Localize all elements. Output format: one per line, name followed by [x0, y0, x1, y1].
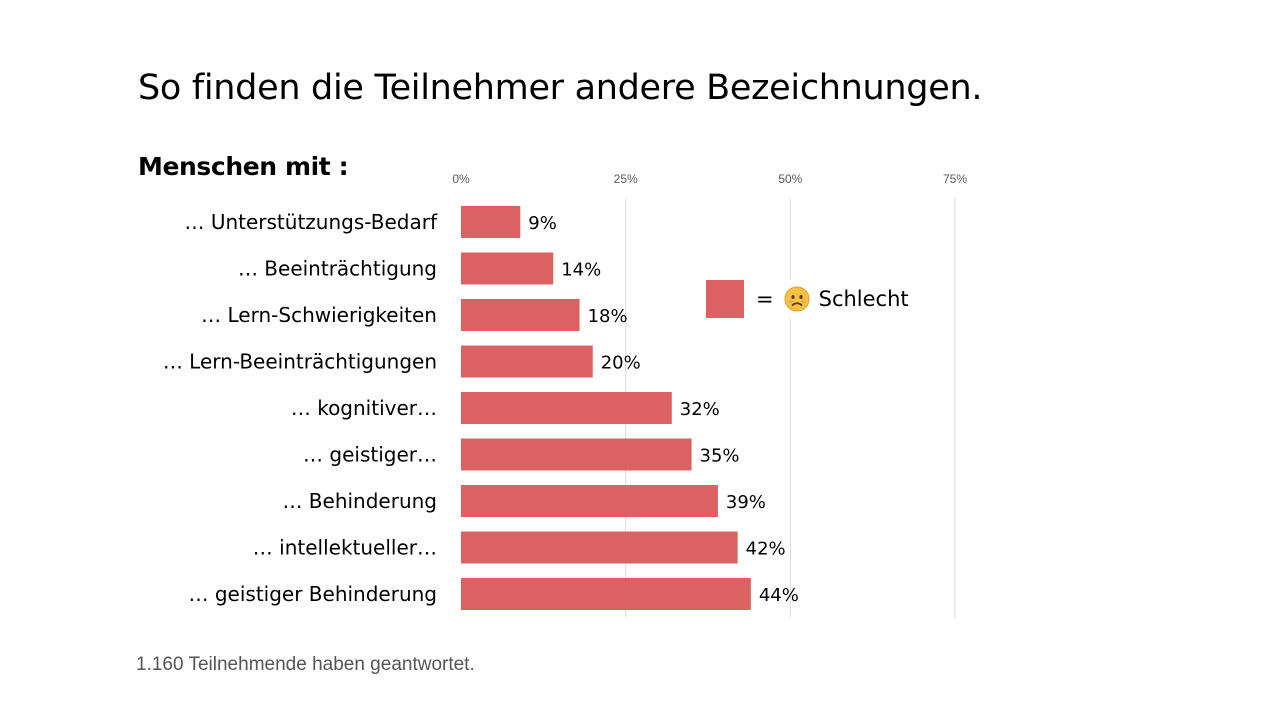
- bar: [461, 485, 718, 517]
- value-label: 39%: [726, 492, 766, 513]
- legend-label: Schlecht: [818, 287, 909, 311]
- tick-label: 0%: [452, 172, 470, 186]
- value-label: 20%: [601, 353, 641, 374]
- bar: [461, 578, 751, 610]
- bar: [461, 531, 738, 564]
- category-label: … Behinderung: [282, 489, 437, 513]
- bar: [461, 252, 554, 285]
- chart-subtitle: Menschen mit :: [138, 152, 349, 181]
- category-label: … geistiger Behinderung: [188, 582, 437, 606]
- category-label: … geistiger…: [303, 443, 437, 467]
- footnote: 1.160 Teilnehmende haben geantwortet.: [136, 654, 475, 675]
- bar: [461, 206, 521, 238]
- bar: [461, 438, 692, 471]
- bar: [461, 345, 593, 378]
- tick-label: 75%: [943, 172, 967, 186]
- bar: [461, 392, 672, 424]
- value-label: 9%: [528, 213, 557, 234]
- category-label: … Lern-Schwierigkeiten: [201, 303, 437, 327]
- tick-label: 25%: [614, 172, 638, 186]
- tick-label: 50%: [778, 172, 802, 186]
- sad-face-icon: [784, 286, 810, 312]
- slide-title: So finden die Teilnehmer andere Bezeichn…: [138, 68, 983, 108]
- category-label: … Beeinträchtigung: [238, 257, 437, 281]
- category-label: … Lern-Beeinträchtigungen: [163, 350, 437, 374]
- value-label: 42%: [746, 539, 786, 560]
- value-label: 14%: [561, 260, 601, 281]
- category-label: … Unterstützungs-Bedarf: [184, 210, 437, 234]
- bar: [461, 299, 580, 331]
- value-label: 32%: [680, 399, 720, 420]
- legend-equals: =: [756, 287, 774, 311]
- value-label: 44%: [759, 585, 799, 606]
- value-label: 18%: [588, 306, 628, 327]
- chart-legend: = Schlecht: [706, 280, 954, 318]
- legend-swatch: [706, 280, 744, 318]
- value-label: 35%: [700, 446, 740, 467]
- category-label: … intellektueller…: [253, 536, 437, 560]
- category-label: … kognitiver…: [291, 396, 437, 420]
